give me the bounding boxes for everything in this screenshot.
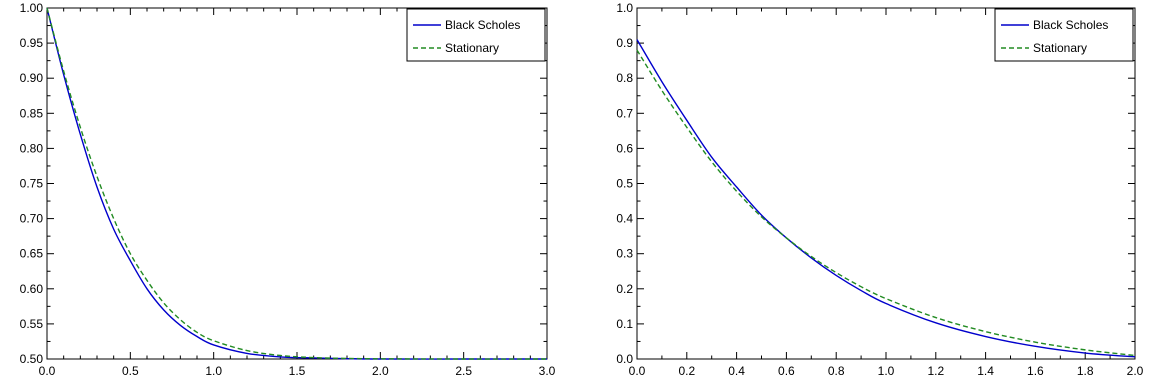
y-tick-label: 0.2 [616, 282, 633, 296]
x-tick-label: 1.6 [1027, 364, 1044, 378]
y-tick-label: 0.9 [616, 36, 633, 50]
x-tick-label: 1.0 [205, 364, 222, 378]
y-tick-label: 1.0 [616, 1, 633, 15]
y-tick-label: 0.7 [616, 106, 633, 120]
x-tick-label: 1.5 [289, 364, 306, 378]
x-tick-label: 1.2 [927, 364, 944, 378]
y-tick-label: 0.90 [20, 71, 44, 85]
x-tick-label: 0.4 [728, 364, 745, 378]
y-tick-label: 0.4 [616, 212, 633, 226]
y-tick-label: 0.3 [616, 247, 633, 261]
y-tick-label: 0.8 [616, 71, 633, 85]
y-tick-label: 0.50 [20, 352, 44, 366]
x-tick-label: 0.0 [629, 364, 646, 378]
series-line-black-scholes [637, 40, 1135, 357]
x-tick-label: 0.2 [678, 364, 695, 378]
x-tick-label: 1.8 [1077, 364, 1094, 378]
y-tick-label: 0.85 [20, 106, 44, 120]
y-tick-label: 0.70 [20, 212, 44, 226]
chart-1: 0.0 0.5 1.0 1.5 2.0 2.5 3.0 0.50 0.55 0.60 0.65 0.7… [20, 1, 556, 378]
y-tick-label: 0.60 [20, 282, 44, 296]
y-tick-label: 0.65 [20, 247, 44, 261]
x-tick-label: 2.0 [1127, 364, 1144, 378]
legend: Black Scholes Stationary [407, 9, 545, 61]
series-line-stationary [637, 50, 1135, 355]
x-tick-label: 1.0 [878, 364, 895, 378]
legend-entry-black-scholes: Black Scholes [1033, 18, 1108, 32]
x-tick-label: 0.6 [778, 364, 795, 378]
y-tick-label: 1.00 [20, 1, 44, 15]
x-tick-label: 0.8 [828, 364, 845, 378]
y-tick-label: 0.0 [616, 352, 633, 366]
legend-entry-black-scholes: Black Scholes [445, 18, 520, 32]
y-tick-label: 0.1 [616, 317, 633, 331]
legend-entry-stationary: Stationary [445, 41, 499, 55]
x-tick-label: 2.5 [455, 364, 472, 378]
y-tick-label: 0.75 [20, 177, 44, 191]
y-tick-label: 0.55 [20, 317, 44, 331]
y-tick-label: 0.80 [20, 141, 44, 155]
x-tick-label: 2.0 [372, 364, 389, 378]
x-tick-label: 3.0 [539, 364, 556, 378]
x-tick-label: 0.5 [122, 364, 139, 378]
y-tick-label: 0.95 [20, 36, 44, 50]
legend: Black Scholes Stationary [995, 9, 1133, 61]
x-tick-label: 0.0 [39, 364, 56, 378]
y-tick-label: 0.5 [616, 177, 633, 191]
legend-entry-stationary: Stationary [1033, 41, 1087, 55]
y-tick-label: 0.6 [616, 141, 633, 155]
chart-2: 0.0 0.2 0.4 0.6 0.8 1.0 1.2 1.4 1.6 1.8 2.0 0.0 0.1 0… [616, 1, 1143, 378]
x-tick-label: 1.4 [977, 364, 994, 378]
